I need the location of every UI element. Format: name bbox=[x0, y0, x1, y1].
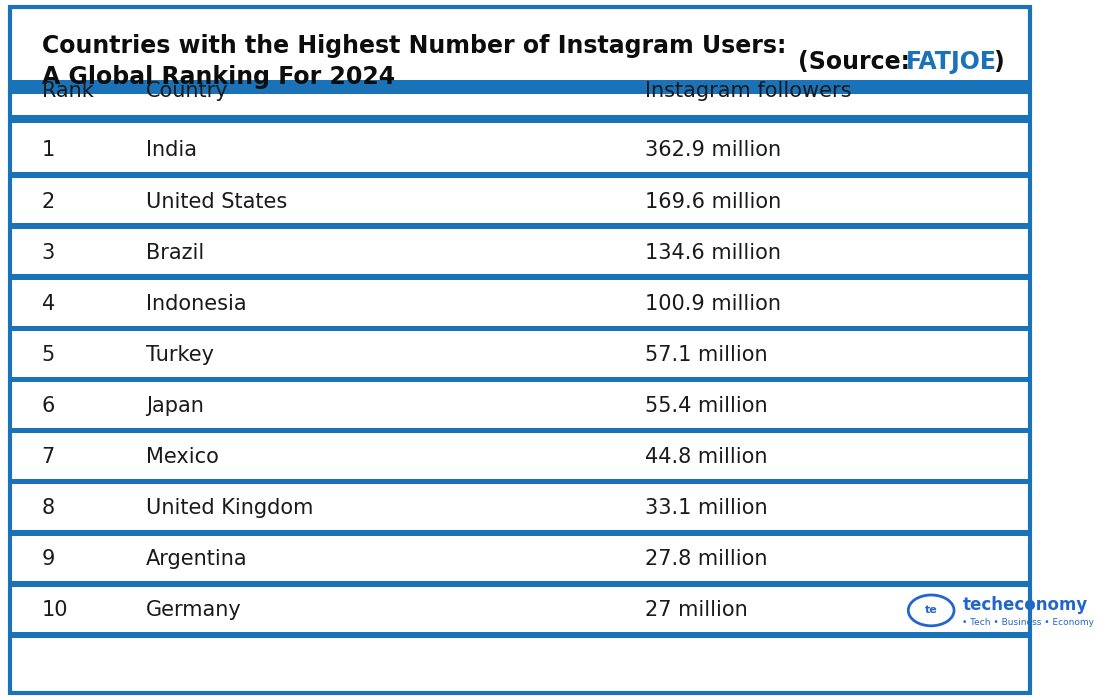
Text: 8: 8 bbox=[42, 498, 54, 518]
Bar bbox=[10, 530, 1030, 536]
Text: 33.1 million: 33.1 million bbox=[645, 498, 768, 518]
Text: 27 million: 27 million bbox=[645, 601, 748, 620]
Text: United Kingdom: United Kingdom bbox=[145, 498, 314, 518]
Text: 5: 5 bbox=[42, 345, 55, 365]
Text: 1: 1 bbox=[42, 141, 55, 160]
Text: ): ) bbox=[993, 50, 1004, 74]
Text: United States: United States bbox=[145, 192, 287, 211]
Bar bbox=[10, 479, 1030, 484]
Text: India: India bbox=[145, 141, 196, 160]
Text: Brazil: Brazil bbox=[145, 243, 204, 262]
Text: Indonesia: Indonesia bbox=[145, 294, 246, 314]
Text: 55.4 million: 55.4 million bbox=[645, 396, 768, 416]
Text: 169.6 million: 169.6 million bbox=[645, 192, 781, 211]
Bar bbox=[10, 428, 1030, 433]
Text: Japan: Japan bbox=[145, 396, 204, 416]
Bar bbox=[10, 115, 1030, 123]
Text: 44.8 million: 44.8 million bbox=[645, 447, 768, 467]
Text: 10: 10 bbox=[42, 601, 68, 620]
Bar bbox=[10, 581, 1030, 587]
Text: A Global Ranking For 2024: A Global Ranking For 2024 bbox=[42, 65, 394, 89]
Text: 7: 7 bbox=[42, 447, 55, 467]
Text: Argentina: Argentina bbox=[145, 550, 247, 569]
Text: 6: 6 bbox=[42, 396, 55, 416]
Text: 4: 4 bbox=[42, 294, 55, 314]
Text: Countries with the Highest Number of Instagram Users:: Countries with the Highest Number of Ins… bbox=[42, 34, 786, 57]
Text: 362.9 million: 362.9 million bbox=[645, 141, 781, 160]
Text: techeconomy: techeconomy bbox=[963, 596, 1088, 614]
Bar bbox=[10, 632, 1030, 638]
Text: 100.9 million: 100.9 million bbox=[645, 294, 781, 314]
Text: (Source:: (Source: bbox=[799, 50, 919, 74]
Text: • Tech • Business • Economy: • Tech • Business • Economy bbox=[963, 619, 1095, 627]
Text: Germany: Germany bbox=[145, 601, 242, 620]
Bar bbox=[10, 274, 1030, 280]
Bar bbox=[10, 172, 1030, 178]
Text: te: te bbox=[925, 606, 937, 615]
Text: 57.1 million: 57.1 million bbox=[645, 345, 768, 365]
Bar bbox=[10, 326, 1030, 331]
FancyBboxPatch shape bbox=[10, 7, 1030, 693]
Text: 2: 2 bbox=[42, 192, 55, 211]
Text: 27.8 million: 27.8 million bbox=[645, 550, 768, 569]
Bar bbox=[10, 223, 1030, 229]
Bar bbox=[10, 377, 1030, 382]
Text: 134.6 million: 134.6 million bbox=[645, 243, 781, 262]
Text: Rank: Rank bbox=[42, 81, 93, 101]
Bar bbox=[10, 80, 1030, 94]
Text: Instagram followers: Instagram followers bbox=[645, 81, 852, 101]
Text: Mexico: Mexico bbox=[145, 447, 218, 467]
Text: 9: 9 bbox=[42, 550, 55, 569]
Text: Country: Country bbox=[145, 81, 228, 101]
Text: 3: 3 bbox=[42, 243, 55, 262]
Text: Turkey: Turkey bbox=[145, 345, 214, 365]
Text: FATJOE: FATJOE bbox=[905, 50, 997, 74]
